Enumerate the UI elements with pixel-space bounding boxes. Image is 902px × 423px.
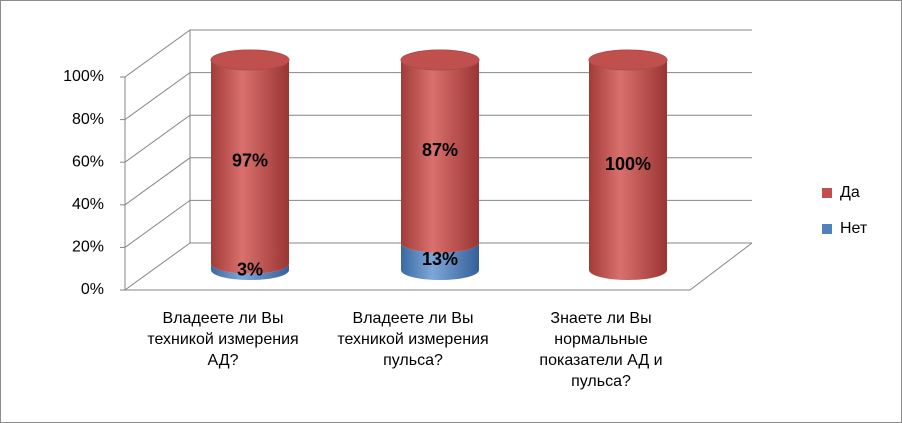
bar [401,242,479,280]
legend-label: Нет [840,220,868,237]
x-tick-label: Знаете ли Вы нормальные показатели АД и … [539,310,663,390]
y-tick-label: 0% [81,281,104,298]
data-label: 13% [422,249,458,269]
grid-line [124,29,752,78]
grid-line [124,72,752,121]
y-tick-label: 100% [63,68,104,85]
legend-label: Да [840,184,860,201]
legend-swatch [822,224,832,234]
data-label: 100% [605,154,651,174]
data-label: 97% [232,151,268,171]
data-label: 3% [237,260,263,280]
grid-line [124,114,752,163]
y-tick-label: 60% [72,153,104,170]
y-tick-label: 40% [72,196,104,213]
legend-swatch [822,188,832,198]
x-tick-label: Владеете ли Вы техникой измерения АД? [147,310,299,369]
bar-top [400,49,480,71]
floor [125,242,753,291]
grid-line [124,199,752,248]
y-tick-label: 80% [72,111,104,128]
data-label: 87% [422,140,458,160]
bar-top [588,49,668,71]
bar [401,60,479,253]
y-tick-label: 20% [72,239,104,256]
bar [211,263,289,280]
grid-line [124,242,752,291]
bar-top [210,49,290,71]
bar [211,60,289,274]
x-tick-label: Владеете ли Вы техникой измерения пульса… [337,310,489,369]
grid-line [124,157,752,206]
bar [589,60,667,280]
